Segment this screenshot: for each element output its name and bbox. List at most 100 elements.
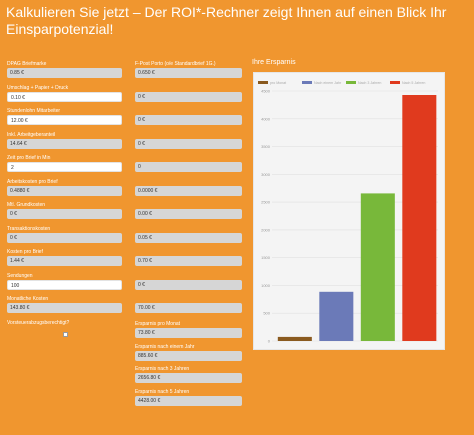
legend-label-3: Nach 3 Jahren bbox=[358, 81, 381, 85]
cost-7-label: Mtl. Grundkosten bbox=[7, 202, 46, 208]
savings-1-field: Ersparnis pro Monat 73.80 € bbox=[135, 321, 242, 338]
cost-4-value: 14.64 € bbox=[7, 138, 122, 149]
fpost-8-value: 0.05 € bbox=[135, 232, 242, 243]
fpost-11-label bbox=[135, 296, 242, 303]
fpost-7-label bbox=[135, 202, 242, 209]
fpost-4-field: 0 € bbox=[135, 132, 242, 149]
y-tick-label: 2000 bbox=[261, 227, 271, 232]
savings-4-field: Ersparnis nach 5 Jahren 4428.00 € bbox=[135, 389, 242, 406]
cost-9-label: Kosten pro Brief bbox=[7, 249, 43, 255]
y-tick-label: 3500 bbox=[261, 144, 271, 149]
cost-9-value: 1.44 € bbox=[7, 256, 122, 266]
cost-6-value: 0.4880 € bbox=[7, 185, 122, 196]
page-title: Kalkulieren Sie jetzt – Der ROI*-Rechner… bbox=[6, 4, 447, 37]
fpost-4-label bbox=[135, 132, 242, 139]
fpost-3-label bbox=[135, 108, 242, 115]
y-tick-label: 4000 bbox=[261, 116, 271, 121]
fpost-6-value: 0.0000 € bbox=[135, 185, 242, 196]
fpost-5-field: 0 bbox=[135, 155, 242, 172]
vat-checkbox[interactable] bbox=[63, 332, 68, 337]
fpost-8-field: 0.05 € bbox=[135, 226, 242, 243]
cost-8-field: Transaktionskosten 0 € bbox=[7, 226, 122, 243]
cost-8-label: Transaktionskosten bbox=[7, 225, 51, 232]
cost-4-label: Inkl. Arbeitgeberanteil bbox=[7, 131, 56, 138]
cost-3-label: Stundenlohn Mitarbeiter bbox=[7, 108, 61, 114]
fpost-9-label bbox=[135, 249, 242, 256]
cost-11-field: Monatliche Kosten 143.80 € bbox=[7, 296, 122, 313]
legend-label-1: pro Monat bbox=[270, 81, 286, 85]
y-tick-label: 4500 bbox=[261, 89, 271, 94]
cost-5-input[interactable]: 2 bbox=[7, 162, 122, 172]
cost-3-input[interactable]: 12.00 € bbox=[7, 115, 122, 125]
savings-4-value: 4428.00 € bbox=[135, 395, 242, 406]
fpost-1-label: F-Post Porto (o/e Standardbrief 1G.) bbox=[135, 61, 216, 67]
legend-label-2: Nach einem Jahr bbox=[314, 81, 342, 85]
legend-swatch-2 bbox=[302, 81, 312, 84]
savings-1-value: 73.80 € bbox=[135, 328, 242, 338]
cost-8-value: 0 € bbox=[7, 232, 122, 243]
savings-2-field: Ersparnis nach einem Jahr 885.60 € bbox=[135, 344, 242, 361]
bar-4[interactable] bbox=[402, 95, 437, 341]
fpost-3-field: 0 € bbox=[135, 108, 242, 125]
fpost-2-value: 0 € bbox=[135, 91, 242, 102]
y-tick-label: 3000 bbox=[261, 172, 271, 177]
cost-7-field: Mtl. Grundkosten 0 € bbox=[7, 202, 122, 219]
fpost-4-value: 0 € bbox=[135, 138, 242, 149]
savings-3-field: Ersparnis nach 3 Jahren 2656.80 € bbox=[135, 366, 242, 383]
savings-chart: 0 500 1000 1500 2000 2500 3000 3500 4000 4500 pro … bbox=[258, 81, 438, 344]
fpost-2-field: 0 € bbox=[135, 85, 242, 102]
cost-2-input[interactable]: 0.10 € bbox=[7, 91, 122, 102]
cost-10-field: Sendungen 100 bbox=[7, 273, 122, 290]
cost-5-label: Zeit pro Brief in Min bbox=[7, 155, 51, 161]
fpost-1-value: 0.650 € bbox=[135, 68, 242, 78]
fpost-6-field: 0.0000 € bbox=[135, 179, 242, 196]
fpost-1-field: F-Post Porto (o/e Standardbrief 1G.) 0.65… bbox=[135, 61, 242, 78]
savings-3-value: 2656.80 € bbox=[135, 373, 242, 383]
fpost-5-label bbox=[135, 155, 242, 162]
fpost-10-value: 0 € bbox=[135, 279, 242, 290]
cost-10-label: Sendungen bbox=[7, 272, 33, 279]
savings-3-label: Ersparnis nach 3 Jahren bbox=[135, 366, 190, 372]
cost-10-input[interactable]: 100 bbox=[7, 279, 122, 290]
cost-5-field: Zeit pro Brief in Min 2 bbox=[7, 155, 122, 172]
cost-6-label: Arbeitskosten pro Brief bbox=[7, 178, 58, 185]
chart-panel: 0 500 1000 1500 2000 2500 3000 3500 4000 4500 pro … bbox=[253, 72, 445, 350]
cost-1-label: DPAG Briefmarke bbox=[7, 61, 47, 67]
fpost-11-field: 70.00 € bbox=[135, 296, 242, 313]
legend-swatch-1 bbox=[258, 81, 268, 84]
cost-11-value: 143.80 € bbox=[7, 303, 122, 313]
savings-1-label: Ersparnis pro Monat bbox=[135, 321, 181, 327]
fpost-6-label bbox=[135, 179, 242, 186]
fpost-5-value: 0 bbox=[135, 162, 242, 172]
y-tick-label: 0 bbox=[268, 339, 271, 344]
y-tick-label: 500 bbox=[263, 311, 270, 316]
legend-swatch-3 bbox=[346, 81, 356, 84]
fpost-7-field: 0.00 € bbox=[135, 202, 242, 219]
savings-2-value: 885.60 € bbox=[135, 350, 242, 361]
bar-3[interactable] bbox=[360, 193, 395, 341]
vat-label: Vorsteuerabzugsberechtigt? bbox=[7, 320, 70, 326]
y-tick-label: 1500 bbox=[261, 255, 271, 260]
fpost-7-value: 0.00 € bbox=[135, 209, 242, 219]
vat-field: Vorsteuerabzugsberechtigt? bbox=[7, 320, 69, 327]
fpost-9-value: 0.70 € bbox=[135, 256, 242, 266]
savings-4-label: Ersparnis nach 5 Jahren bbox=[135, 388, 190, 395]
cost-6-field: Arbeitskosten pro Brief 0.4880 € bbox=[7, 179, 122, 196]
fpost-9-field: 0.70 € bbox=[135, 249, 242, 266]
cost-7-value: 0 € bbox=[7, 209, 122, 219]
cost-11-label: Monatliche Kosten bbox=[7, 296, 49, 302]
y-tick-label: 1000 bbox=[261, 283, 271, 288]
y-tick-label: 2500 bbox=[261, 200, 271, 205]
cost-3-field: Stundenlohn Mitarbeiter 12.00 € bbox=[7, 108, 122, 125]
fpost-10-label bbox=[135, 273, 242, 280]
bar-1[interactable] bbox=[277, 336, 312, 341]
bar-2[interactable] bbox=[319, 291, 354, 341]
chart-title: Ihre Ersparnis bbox=[252, 59, 296, 66]
cost-4-field: Inkl. Arbeitgeberanteil 14.64 € bbox=[7, 132, 122, 149]
cost-2-label: Umschlag + Papier + Druck bbox=[7, 84, 69, 91]
cost-1-value: 0.85 € bbox=[7, 68, 122, 78]
fpost-10-field: 0 € bbox=[135, 273, 242, 290]
legend-label-4: Nach 5 Jahren bbox=[402, 81, 425, 85]
cost-1-field: DPAG Briefmarke 0.85 € bbox=[7, 61, 122, 78]
cost-9-field: Kosten pro Brief 1.44 € bbox=[7, 249, 122, 266]
